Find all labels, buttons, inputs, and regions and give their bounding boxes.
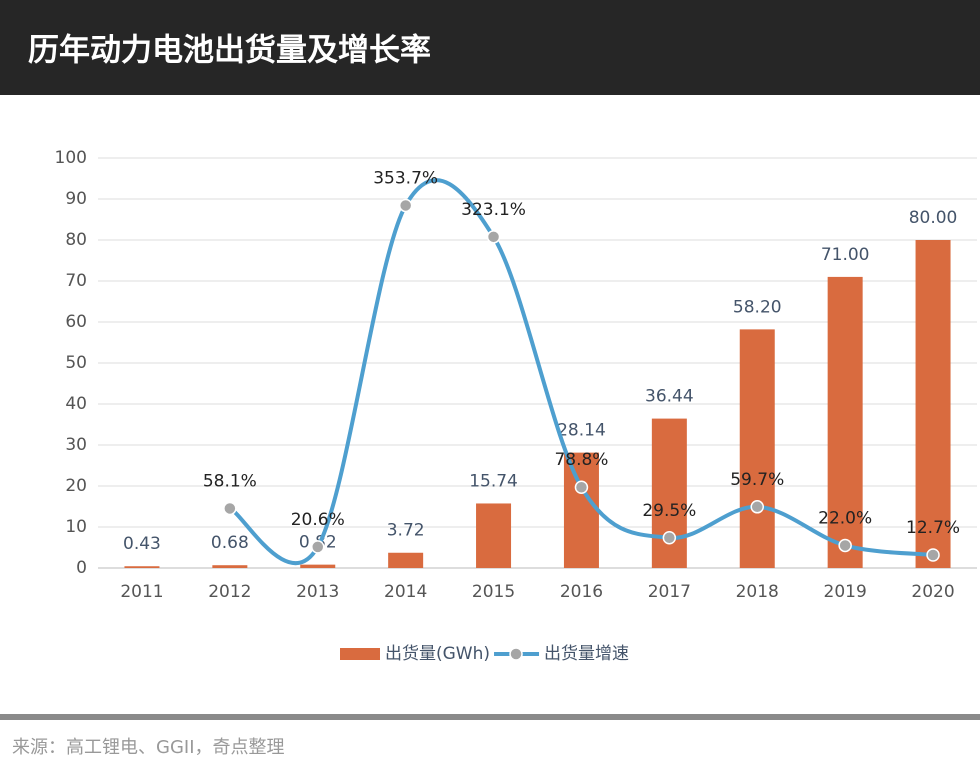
line-label: 29.5% xyxy=(642,501,696,521)
separator xyxy=(0,714,980,720)
y-tick-label: 100 xyxy=(55,148,87,168)
y-tick-label: 70 xyxy=(65,271,87,291)
legend-label: 出货量增速 xyxy=(544,644,629,664)
bar-label: 36.44 xyxy=(645,387,694,407)
x-tick-label: 2013 xyxy=(296,582,339,602)
y-tick-label: 0 xyxy=(76,558,87,578)
x-tick-label: 2017 xyxy=(648,582,691,602)
line-marker xyxy=(574,480,589,494)
line-label: 20.6% xyxy=(291,510,345,530)
legend-label: 出货量(GWh) xyxy=(385,644,490,664)
page-title: 历年动力电池出货量及增长率 xyxy=(28,33,431,69)
x-tick-label: 2014 xyxy=(384,582,427,602)
bar-label: 58.20 xyxy=(733,297,782,317)
line-label: 59.7% xyxy=(730,470,784,490)
bar xyxy=(124,566,160,568)
line-marker xyxy=(750,500,764,514)
x-tick-label: 2015 xyxy=(472,582,515,602)
line xyxy=(228,178,934,566)
line-label: 58.1% xyxy=(203,471,257,491)
x-tick-label: 2016 xyxy=(560,582,603,602)
line-label: 353.7% xyxy=(373,168,438,188)
y-tick-label: 40 xyxy=(65,394,87,414)
bar xyxy=(212,565,248,568)
bar-label: 3.72 xyxy=(387,521,425,541)
line-marker xyxy=(398,198,413,213)
bar-label: 28.14 xyxy=(557,421,606,441)
line-marker xyxy=(486,230,501,244)
bar xyxy=(300,564,336,568)
y-tick-label: 30 xyxy=(65,435,87,455)
line-marker xyxy=(223,501,237,516)
bar xyxy=(651,418,687,568)
bar xyxy=(739,329,775,568)
y-tick-label: 10 xyxy=(65,517,87,537)
legend-swatch xyxy=(340,648,380,660)
bar xyxy=(563,452,599,568)
line-marker xyxy=(662,531,677,545)
bar-label: 80.00 xyxy=(909,208,958,228)
bar-label: 0.68 xyxy=(211,533,249,553)
x-tick-label: 2011 xyxy=(120,582,163,602)
line-marker xyxy=(926,548,940,562)
bar-label: 15.74 xyxy=(469,471,518,491)
y-tick-label: 20 xyxy=(65,476,87,496)
source: 来源：高工锂电、GGII，奇点整理 xyxy=(12,737,285,758)
y-tick-label: 60 xyxy=(65,312,87,332)
line-marker xyxy=(838,538,852,553)
line-label: 323.1% xyxy=(461,200,526,220)
bar xyxy=(915,240,951,568)
bar xyxy=(388,552,424,568)
line-label: 12.7% xyxy=(906,518,960,538)
line-label: 78.8% xyxy=(554,450,608,470)
legend-marker xyxy=(509,647,523,661)
line-marker xyxy=(311,540,325,554)
bar-label: 0.43 xyxy=(123,534,161,554)
bar xyxy=(476,503,512,568)
x-tick-label: 2020 xyxy=(911,582,954,602)
y-tick-label: 50 xyxy=(65,353,87,373)
x-tick-label: 2019 xyxy=(824,582,867,602)
y-tick-label: 90 xyxy=(65,189,87,209)
x-tick-label: 2012 xyxy=(208,582,251,602)
y-tick-label: 80 xyxy=(65,230,87,250)
x-tick-label: 2018 xyxy=(736,582,779,602)
bar xyxy=(827,276,863,568)
bar-label: 71.00 xyxy=(821,245,870,265)
header-bar xyxy=(0,0,980,95)
line-label: 22.0% xyxy=(818,508,872,528)
